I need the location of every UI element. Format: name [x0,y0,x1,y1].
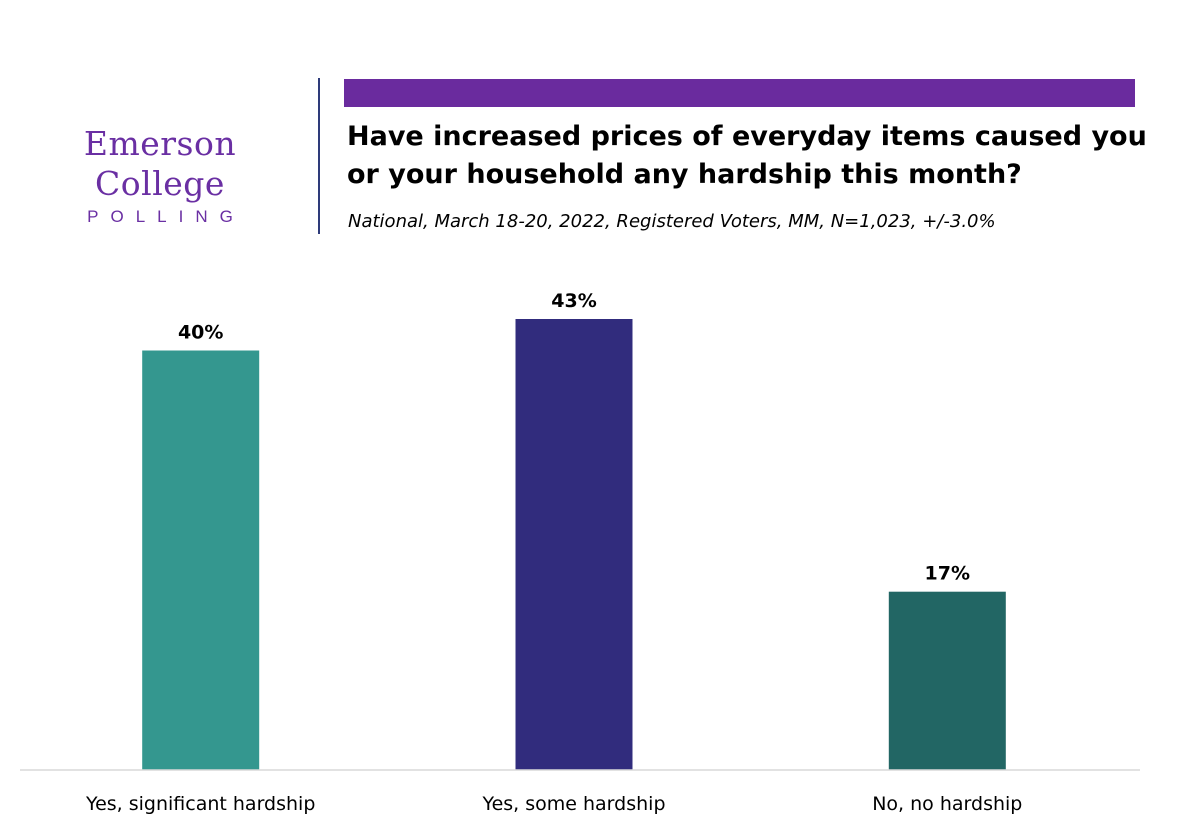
chart-subtitle: National, March 18-20, 2022, Registered … [348,211,996,232]
chart-title-line-2: or your household any hardship this mont… [347,159,1022,190]
data-label-1: 40% [178,322,223,344]
header-accent-bar [344,79,1135,107]
header-divider [318,78,320,234]
category-label-2: Yes, some hardship [481,793,665,815]
data-label-3: 17% [925,563,970,585]
chart-title-line-1: Have increased prices of everyday items … [347,121,1147,152]
category-label-3: No, no hardship [872,793,1022,815]
brand-name: Emerson College [83,124,237,203]
brand-subtitle: POLLING [87,207,245,226]
bar-2 [515,319,633,770]
brand-logo: Emerson College POLLING [20,124,300,228]
chart-title: Have increased prices of everyday items … [347,118,1147,194]
label-group: 40% Yes, significant hardship 43% Yes, some… [85,290,1022,815]
bar-3 [888,591,1006,770]
category-label-1: Yes, significant hardship [85,793,315,815]
bar-group [142,319,1006,770]
data-label-2: 43% [551,290,596,312]
bar-1 [142,350,260,770]
